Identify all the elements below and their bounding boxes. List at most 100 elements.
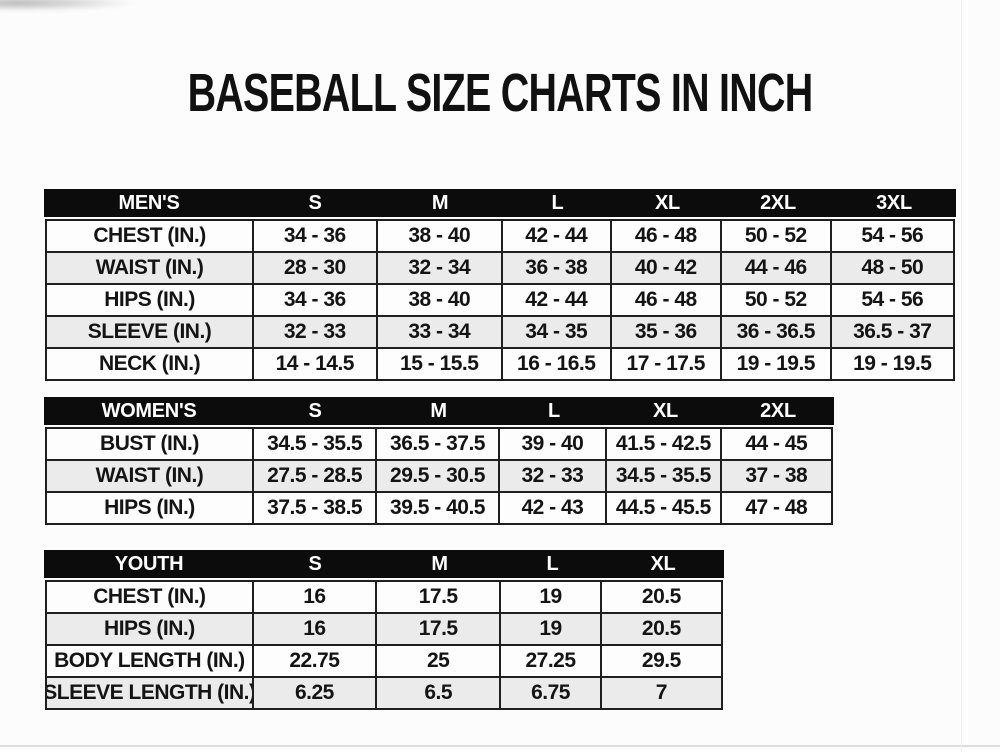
womens-size-table: WOMEN'S S M L XL 2XL BUST (IN.) 34.5 - 35.5 36.5… — [45, 398, 833, 525]
table-body: BUST (IN.) 34.5 - 35.5 36.5 - 37.5 39 - 40 4… — [45, 427, 833, 525]
size-value-cell: 36 - 36.5 — [722, 317, 832, 347]
size-value-cell: 22.75 — [254, 646, 378, 676]
size-value-cell: 46 - 48 — [612, 285, 723, 315]
size-value-cell: 14 - 14.5 — [254, 349, 378, 379]
mens-size-table: MEN'S S M L XL 2XL 3XL CHEST (IN.) 34 - 36 38 - 4… — [45, 190, 955, 381]
size-column-header: S — [308, 399, 322, 422]
measurement-row-label: BUST (IN.) — [47, 429, 254, 459]
size-column-header: M — [430, 399, 447, 422]
size-value-cell: 34.5 - 35.5 — [254, 429, 378, 459]
measurement-row-label: HIPS (IN.) — [47, 285, 255, 315]
table-row: BODY LENGTH (IN.) 22.75 25 27.25 29.5 — [47, 646, 721, 678]
size-value-cell: 54 - 56 — [861, 288, 924, 311]
scan-smudge-artifact — [0, 0, 138, 11]
size-value-cell: 20.5 — [641, 585, 681, 608]
size-value-cell: 36.5 - 37.5 — [377, 429, 500, 459]
measurement-row-label: CHEST (IN.) — [47, 221, 255, 251]
page-bottom-edge-line — [0, 745, 1000, 747]
measurement-row-label: NECK (IN.) — [47, 349, 255, 379]
measurement-row-label: WAIST (IN.) — [47, 253, 255, 283]
size-column-header: L — [546, 552, 559, 575]
size-column-header: L — [548, 399, 560, 422]
size-column-header: S — [308, 552, 322, 575]
size-value-cell: 34 - 36 — [254, 221, 378, 251]
size-column-header: S — [308, 191, 322, 214]
table-row: WAIST (IN.) 27.5 - 28.5 29.5 - 30.5 32 - 33… — [47, 461, 831, 493]
size-column-header: XL — [650, 552, 676, 575]
size-value-cell: 44 - 46 — [722, 253, 832, 283]
size-value-cell: 27.5 - 28.5 — [254, 461, 378, 491]
table-body: CHEST (IN.) 16 17.5 19 20.5 HIPS (IN.) 16 17.5 1… — [45, 580, 723, 710]
size-value-cell: 32 - 34 — [378, 253, 503, 283]
table-header-row: WOMEN'S S M L XL 2XL — [45, 398, 833, 424]
table-row: SLEEVE (IN.) 32 - 33 33 - 34 34 - 35 35 - 36… — [47, 317, 953, 349]
table-row: CHEST (IN.) 16 17.5 19 20.5 — [47, 582, 721, 614]
size-value-cell: 38 - 40 — [378, 221, 503, 251]
page-title-text: BASEBALL SIZE CHARTS IN INCH — [187, 63, 814, 123]
size-value-cell: 39 - 40 — [500, 429, 608, 459]
size-value-cell: 44.5 - 45.5 — [607, 493, 722, 523]
size-value-cell: 46 - 48 — [612, 221, 723, 251]
size-value-cell: 38 - 40 — [378, 285, 503, 315]
size-value-cell: 37 - 38 — [745, 464, 808, 487]
size-value-cell: 6.25 — [254, 678, 378, 708]
table-row: NECK (IN.) 14 - 14.5 15 - 15.5 16 - 16.5 17 … — [47, 349, 953, 379]
size-value-cell: 27.25 — [501, 646, 602, 676]
size-value-cell: 36.5 - 37 — [853, 320, 932, 343]
size-value-cell: 15 - 15.5 — [378, 349, 503, 379]
size-value-cell: 33 - 34 — [378, 317, 503, 347]
table-header-row: YOUTH S M L XL — [45, 551, 723, 577]
table-row: HIPS (IN.) 16 17.5 19 20.5 — [47, 614, 721, 646]
measurement-row-label: SLEEVE LENGTH (IN.) — [47, 678, 254, 708]
size-value-cell: 6.75 — [501, 678, 602, 708]
size-column-header: 2XL — [760, 191, 796, 214]
size-column-header: M — [431, 552, 448, 575]
size-value-cell: 40 - 42 — [612, 253, 723, 283]
size-value-cell: 7 — [655, 681, 668, 704]
size-column-header: XL — [653, 399, 678, 422]
page-title: BASEBALL SIZE CHARTS IN INCH — [0, 66, 1000, 120]
size-value-cell: 42 - 44 — [503, 221, 612, 251]
size-value-cell: 29.5 - 30.5 — [377, 461, 500, 491]
size-value-cell: 19 - 19.5 — [853, 352, 932, 375]
size-column-header: 3XL — [876, 191, 912, 214]
table-header-row: MEN'S S M L XL 2XL 3XL — [45, 190, 955, 216]
size-value-cell: 37.5 - 38.5 — [254, 493, 378, 523]
size-value-cell: 16 — [254, 614, 378, 644]
size-value-cell: 29.5 — [641, 649, 681, 672]
size-column-header: 2XL — [760, 399, 796, 422]
table-row: WAIST (IN.) 28 - 30 32 - 34 36 - 38 40 - 42 4… — [47, 253, 953, 285]
size-value-cell: 50 - 52 — [722, 221, 832, 251]
size-value-cell: 16 — [254, 582, 378, 612]
size-value-cell: 20.5 — [641, 617, 681, 640]
size-value-cell: 48 - 50 — [861, 256, 924, 279]
size-value-cell: 54 - 56 — [861, 224, 924, 247]
size-value-cell: 34 - 35 — [503, 317, 612, 347]
measurement-row-label: CHEST (IN.) — [47, 582, 254, 612]
table-body: CHEST (IN.) 34 - 36 38 - 40 42 - 44 46 - 48 5… — [45, 219, 955, 381]
table-row: SLEEVE LENGTH (IN.) 6.25 6.5 6.75 7 — [47, 678, 721, 708]
size-value-cell: 19 — [501, 582, 602, 612]
size-value-cell: 34.5 - 35.5 — [607, 461, 722, 491]
size-column-header: M — [431, 191, 449, 214]
size-value-cell: 39.5 - 40.5 — [377, 493, 500, 523]
size-value-cell: 17.5 — [377, 582, 502, 612]
size-column-header: L — [551, 191, 564, 214]
size-column-header: XL — [655, 191, 680, 214]
table-title-cell: YOUTH — [114, 552, 184, 575]
measurement-row-label: BODY LENGTH (IN.) — [47, 646, 254, 676]
table-title-cell: WOMEN'S — [101, 399, 197, 422]
measurement-row-label: WAIST (IN.) — [47, 461, 254, 491]
size-value-cell: 35 - 36 — [612, 317, 723, 347]
size-value-cell: 36 - 38 — [503, 253, 612, 283]
size-value-cell: 19 - 19.5 — [722, 349, 832, 379]
size-value-cell: 17 - 17.5 — [612, 349, 723, 379]
table-row: BUST (IN.) 34.5 - 35.5 36.5 - 37.5 39 - 40 4… — [47, 429, 831, 461]
size-value-cell: 32 - 33 — [254, 317, 378, 347]
size-value-cell: 47 - 48 — [745, 496, 808, 519]
size-value-cell: 50 - 52 — [722, 285, 832, 315]
table-row: HIPS (IN.) 37.5 - 38.5 39.5 - 40.5 42 - 43 4… — [47, 493, 831, 523]
size-value-cell: 34 - 36 — [254, 285, 378, 315]
measurement-row-label: SLEEVE (IN.) — [47, 317, 255, 347]
size-value-cell: 42 - 43 — [500, 493, 608, 523]
